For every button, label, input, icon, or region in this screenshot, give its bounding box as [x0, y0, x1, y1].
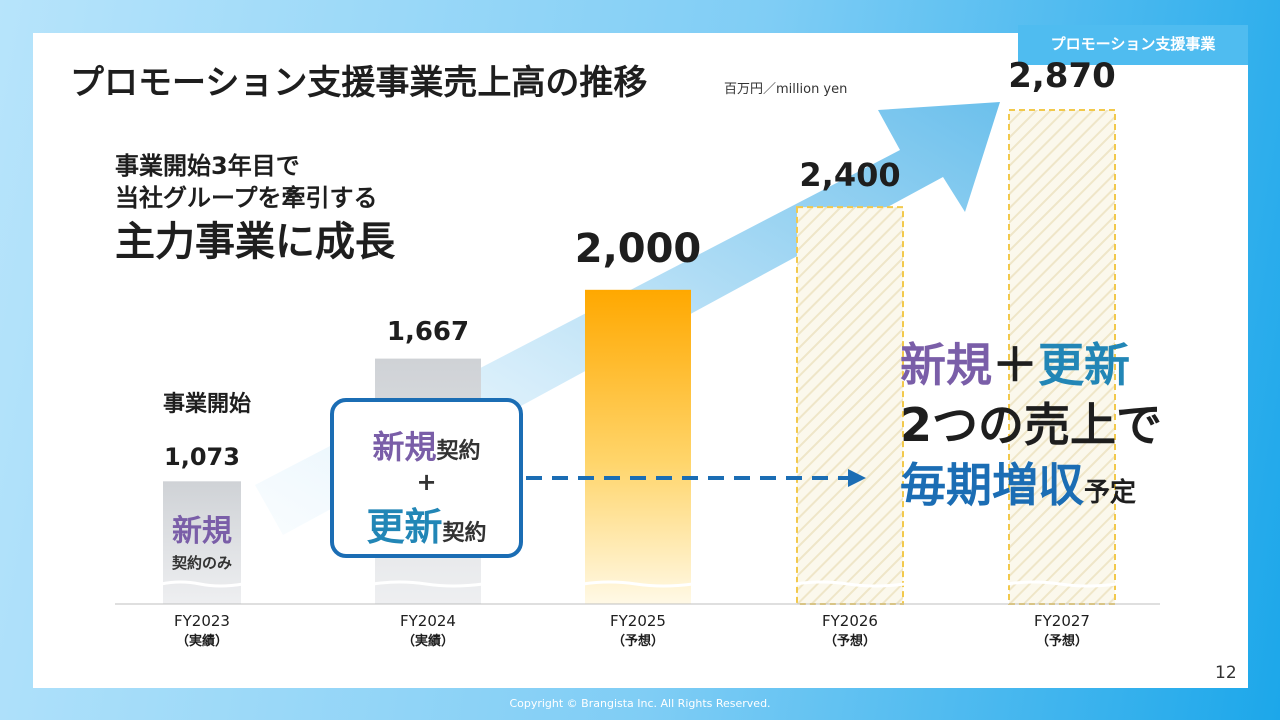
contract-box: 新規契約 + 更新契約: [330, 398, 523, 558]
headline-line1: 事業開始3年目で: [115, 152, 300, 180]
box-new: 新規: [372, 428, 437, 466]
unit-label: 百万円／million yen: [724, 82, 848, 97]
x-tick-label: FY2027: [1034, 612, 1090, 630]
value-label-fy2026: 2,400: [799, 155, 901, 194]
callout-plus: ＋: [992, 338, 1038, 392]
x-label-fy2027: FY2027 （予想）: [1034, 612, 1090, 649]
callout-line2: 2つの売上で: [900, 398, 1163, 452]
business-start-label: 事業開始: [163, 392, 252, 417]
new-only-title: 新規: [172, 514, 232, 549]
x-tick-note: （実績）: [175, 634, 228, 649]
x-tick-label: FY2023: [174, 612, 230, 630]
axis-break-mark: [160, 580, 244, 588]
callout-line3: 毎期増収: [900, 458, 1084, 512]
bar-fy2026: [796, 206, 904, 605]
axis-break-mark: [794, 580, 906, 588]
page-title: プロモーション支援事業売上高の推移: [70, 63, 648, 103]
axis-break-mark: [372, 580, 484, 588]
x-label-fy2026: FY2026 （予想）: [822, 612, 878, 649]
callout-line3-small: 予定: [1084, 478, 1137, 508]
bar-fy2025: [585, 289, 691, 604]
callout: 新規＋更新 2つの売上で 毎期増収予定: [900, 335, 1162, 523]
callout-renew: 更新: [1038, 338, 1130, 392]
x-tick-note: （実績）: [401, 634, 454, 649]
box-plus: +: [416, 468, 437, 496]
section-tag: プロモーション支援事業: [1018, 25, 1248, 65]
x-tick-note: （予想）: [823, 634, 876, 649]
box-renew: 更新: [366, 505, 443, 549]
new-only-sub: 契約のみ: [171, 554, 232, 572]
headline-line2: 当社グループを牽引する: [115, 184, 378, 212]
new-only-label: 新規 契約のみ: [163, 506, 241, 573]
bar-fy2027: [1008, 109, 1116, 605]
value-label-fy2027: 2,870: [1008, 55, 1116, 96]
x-tick-label: FY2025: [610, 612, 666, 630]
callout-new: 新規: [900, 338, 992, 392]
x-tick-label: FY2024: [400, 612, 456, 630]
headline-line3: 主力事業に成長: [115, 219, 395, 265]
axis-break-mark: [582, 580, 694, 588]
box-contract1: 契約: [436, 439, 481, 464]
x-label-fy2025: FY2025 （予想）: [610, 612, 666, 649]
x-label-fy2023: FY2023 （実績）: [174, 612, 230, 649]
headline: 事業開始3年目で 当社グループを牽引する 主力事業に成長: [115, 150, 395, 270]
box-contract2: 契約: [442, 521, 487, 546]
axis-break-mark: [1006, 580, 1118, 588]
x-tick-note: （予想）: [611, 634, 664, 649]
page-number: 12: [1215, 663, 1237, 683]
x-label-fy2024: FY2024 （実績）: [400, 612, 456, 649]
dashed-arrow-head: [848, 469, 866, 487]
x-tick-note: （予想）: [1035, 634, 1088, 649]
value-label-fy2024: 1,667: [386, 316, 470, 347]
copyright: Copyright © Brangista Inc. All Rights Re…: [509, 697, 771, 710]
x-tick-label: FY2026: [822, 612, 878, 630]
value-label-fy2025: 2,000: [574, 225, 702, 272]
value-label-fy2023: 1,073: [164, 442, 240, 471]
